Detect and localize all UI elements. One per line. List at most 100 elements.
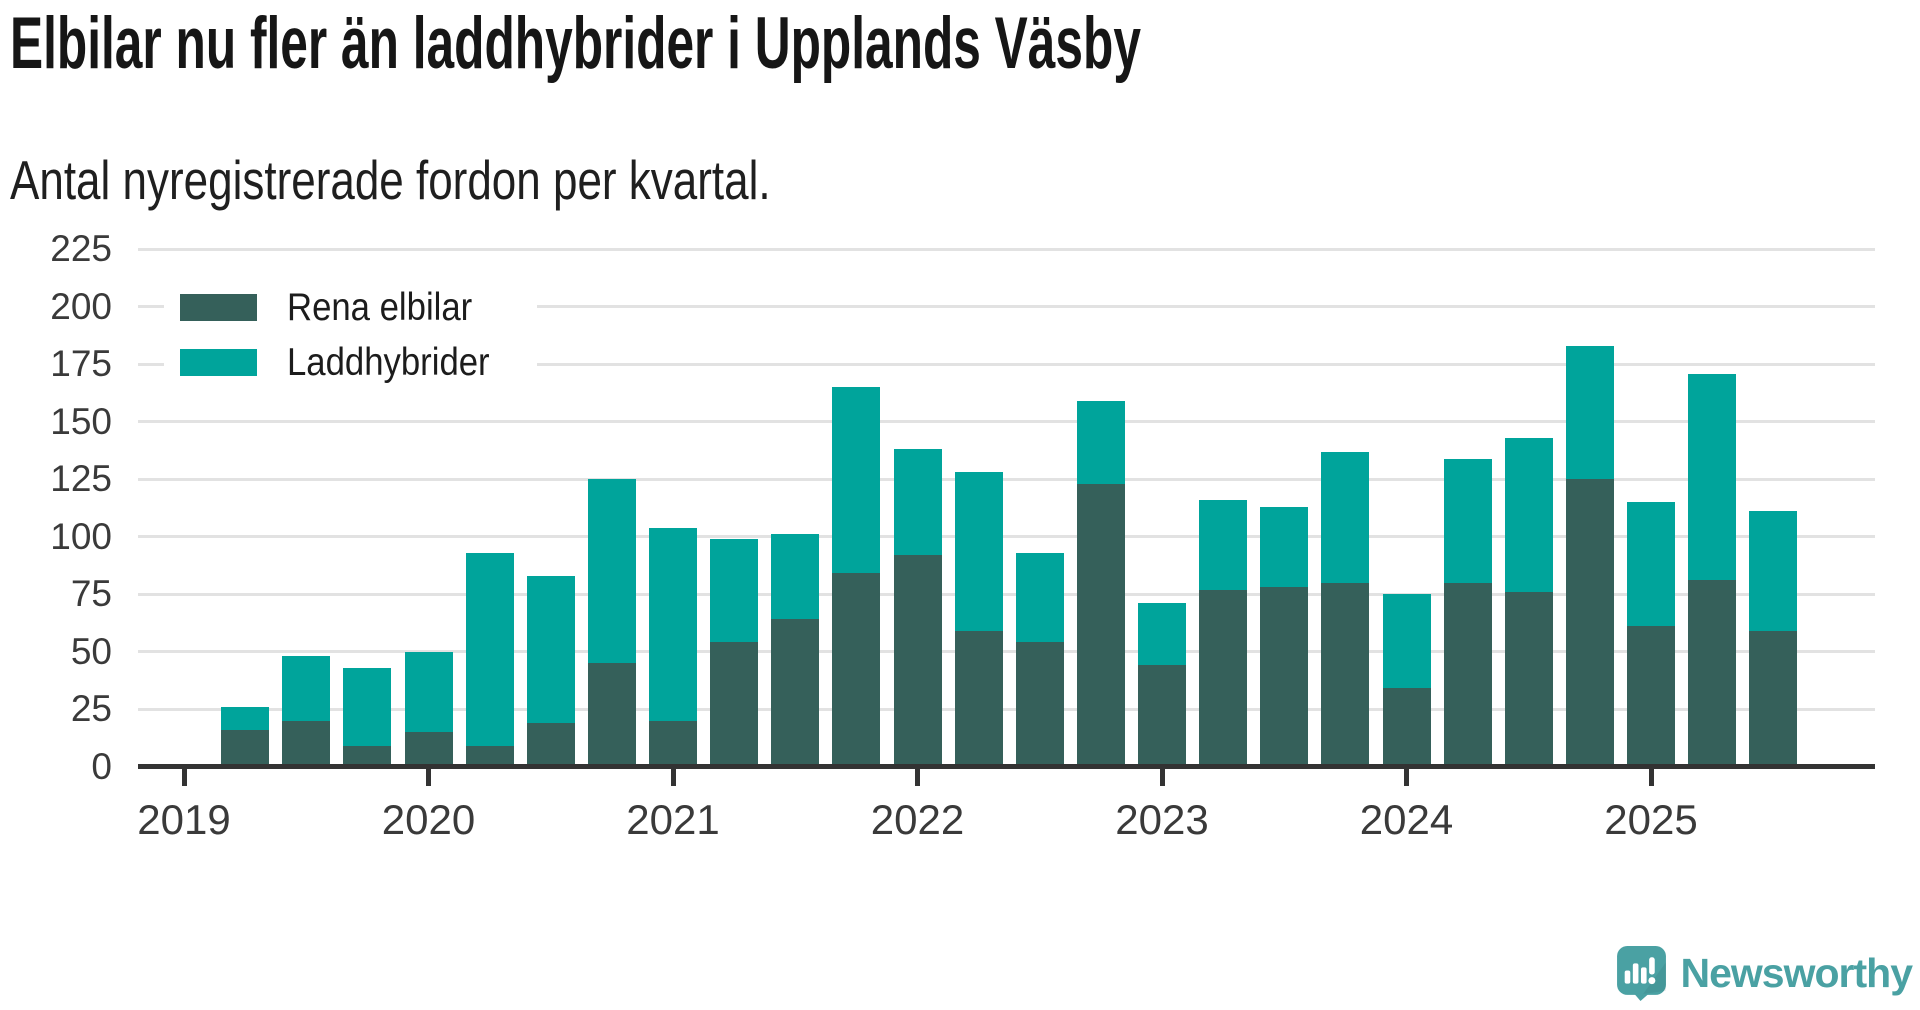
bar-laddhybrider-2022Q4 — [1076, 401, 1125, 484]
bar-laddhybrider-2021Q3 — [771, 534, 820, 620]
y-tick-label-25: 25 — [70, 688, 112, 730]
legend-item-laddhybrider: Laddhybrider — [180, 343, 515, 382]
bar-laddhybrider-2024Q1 — [1382, 594, 1431, 689]
x-tick-label-2020: 2020 — [381, 796, 476, 843]
y-tick-label-200: 200 — [50, 285, 112, 327]
newsworthy-logo: Newsworthy — [1616, 946, 1913, 1001]
bar-laddhybrider-2024Q2 — [1443, 458, 1492, 583]
x-tick-2020 — [426, 769, 431, 786]
bar-rena-elbilar-2025Q2 — [1688, 580, 1737, 767]
bar-laddhybrider-2025Q3 — [1749, 511, 1798, 631]
bar-laddhybrider-2022Q1 — [893, 449, 942, 556]
x-tick-label-2025: 2025 — [1604, 796, 1698, 843]
bar-rena-elbilar-2025Q3 — [1749, 630, 1798, 767]
legend: Rena elbilar Laddhybrider — [164, 288, 537, 382]
x-tick-2023 — [1159, 769, 1165, 786]
bar-rena-elbilar-2019Q4 — [343, 745, 392, 767]
legend-label-laddhybrider: Laddhybrider — [287, 341, 490, 384]
bar-rena-elbilar-2020Q1 — [404, 732, 453, 767]
y-tick-label-150: 150 — [50, 400, 112, 442]
gridline-125 — [138, 477, 1875, 481]
bar-rena-elbilar-2023Q2 — [1199, 589, 1248, 767]
bar-rena-elbilar-2022Q4 — [1076, 483, 1125, 767]
bar-laddhybrider-2020Q2 — [465, 552, 514, 746]
legend-label-rena-elbilar: Rena elbilar — [287, 286, 473, 329]
bar-laddhybrider-2024Q3 — [1504, 437, 1553, 592]
x-tick-label-2022: 2022 — [870, 796, 965, 843]
bar-laddhybrider-2019Q2 — [221, 706, 270, 730]
newsworthy-logo-icon — [1616, 946, 1666, 1001]
y-tick-label-225: 225 — [50, 228, 112, 270]
bar-rena-elbilar-2022Q1 — [893, 555, 942, 767]
bar-laddhybrider-2019Q4 — [343, 667, 392, 746]
bar-laddhybrider-2023Q4 — [1321, 451, 1370, 583]
bar-laddhybrider-2019Q3 — [282, 656, 331, 721]
bar-rena-elbilar-2020Q4 — [587, 663, 636, 767]
bar-rena-elbilar-2021Q1 — [649, 720, 697, 767]
bar-rena-elbilar-2023Q4 — [1321, 582, 1370, 767]
y-tick-label-125: 125 — [50, 458, 112, 500]
bar-laddhybrider-2021Q4 — [832, 387, 881, 574]
x-tick-2024 — [1404, 769, 1409, 786]
bar-laddhybrider-2021Q2 — [710, 538, 759, 643]
bar-rena-elbilar-2024Q3 — [1504, 591, 1553, 767]
legend-swatch-rena-elbilar — [180, 294, 257, 321]
x-tick-2025 — [1648, 769, 1654, 786]
bar-laddhybrider-2024Q4 — [1565, 345, 1614, 480]
x-tick-label-2019: 2019 — [137, 796, 231, 843]
bar-rena-elbilar-2023Q1 — [1138, 665, 1186, 767]
gridline-100 — [138, 535, 1875, 539]
gridline-25 — [138, 707, 1875, 711]
x-tick-2019 — [181, 769, 187, 786]
bar-laddhybrider-2020Q1 — [404, 651, 453, 733]
gridline-175 — [138, 362, 1875, 366]
gridline-200 — [138, 305, 1875, 309]
x-tick-label-2023: 2023 — [1115, 796, 1209, 843]
bar-rena-elbilar-2024Q2 — [1443, 582, 1492, 767]
bar-rena-elbilar-2021Q3 — [771, 619, 820, 767]
bar-laddhybrider-2023Q2 — [1199, 499, 1248, 590]
bar-rena-elbilar-2022Q2 — [954, 630, 1003, 767]
bar-laddhybrider-2025Q2 — [1688, 373, 1737, 581]
bar-rena-elbilar-2020Q2 — [465, 745, 514, 767]
bar-laddhybrider-2022Q2 — [954, 472, 1003, 631]
x-tick-label-2024: 2024 — [1359, 796, 1454, 843]
bar-rena-elbilar-2023Q3 — [1260, 587, 1309, 767]
bar-rena-elbilar-2024Q4 — [1565, 479, 1614, 767]
gridline-150 — [138, 420, 1875, 424]
bar-laddhybrider-2021Q1 — [649, 527, 697, 721]
bar-laddhybrider-2025Q1 — [1627, 502, 1675, 627]
y-tick-label-50: 50 — [70, 630, 112, 672]
y-tick-label-75: 75 — [70, 573, 112, 615]
bar-laddhybrider-2020Q3 — [526, 575, 575, 723]
bar-rena-elbilar-2020Q3 — [526, 722, 575, 767]
x-tick-2021 — [670, 769, 676, 786]
legend-item-rena-elbilar: Rena elbilar — [180, 288, 515, 327]
chart-title: Elbilar nu fler än laddhybrider i Upplan… — [10, 3, 1141, 84]
bar-laddhybrider-2023Q3 — [1260, 506, 1309, 588]
gridline-225 — [138, 247, 1875, 251]
bar-laddhybrider-2020Q4 — [587, 479, 636, 664]
bar-rena-elbilar-2025Q1 — [1627, 626, 1675, 767]
bar-laddhybrider-2022Q3 — [1015, 552, 1064, 643]
bar-rena-elbilar-2019Q2 — [221, 729, 270, 767]
bar-rena-elbilar-2021Q4 — [832, 573, 881, 767]
bar-rena-elbilar-2022Q3 — [1015, 642, 1064, 767]
bar-rena-elbilar-2024Q1 — [1382, 688, 1431, 767]
chart-subtitle: Antal nyregistrerade fordon per kvartal. — [10, 149, 771, 211]
newsworthy-wordmark: Newsworthy — [1680, 950, 1913, 996]
legend-swatch-laddhybrider — [180, 349, 257, 376]
x-tick-2022 — [915, 769, 920, 786]
bar-rena-elbilar-2019Q3 — [282, 720, 331, 767]
gridline-50 — [138, 650, 1875, 654]
x-axis-line — [138, 764, 1875, 769]
y-tick-label-0: 0 — [91, 745, 112, 787]
bar-rena-elbilar-2021Q2 — [710, 642, 759, 767]
y-tick-label-175: 175 — [50, 343, 112, 385]
y-tick-label-100: 100 — [50, 515, 112, 557]
x-tick-label-2021: 2021 — [626, 796, 720, 843]
bar-laddhybrider-2023Q1 — [1138, 603, 1186, 666]
gridline-75 — [138, 592, 1875, 596]
